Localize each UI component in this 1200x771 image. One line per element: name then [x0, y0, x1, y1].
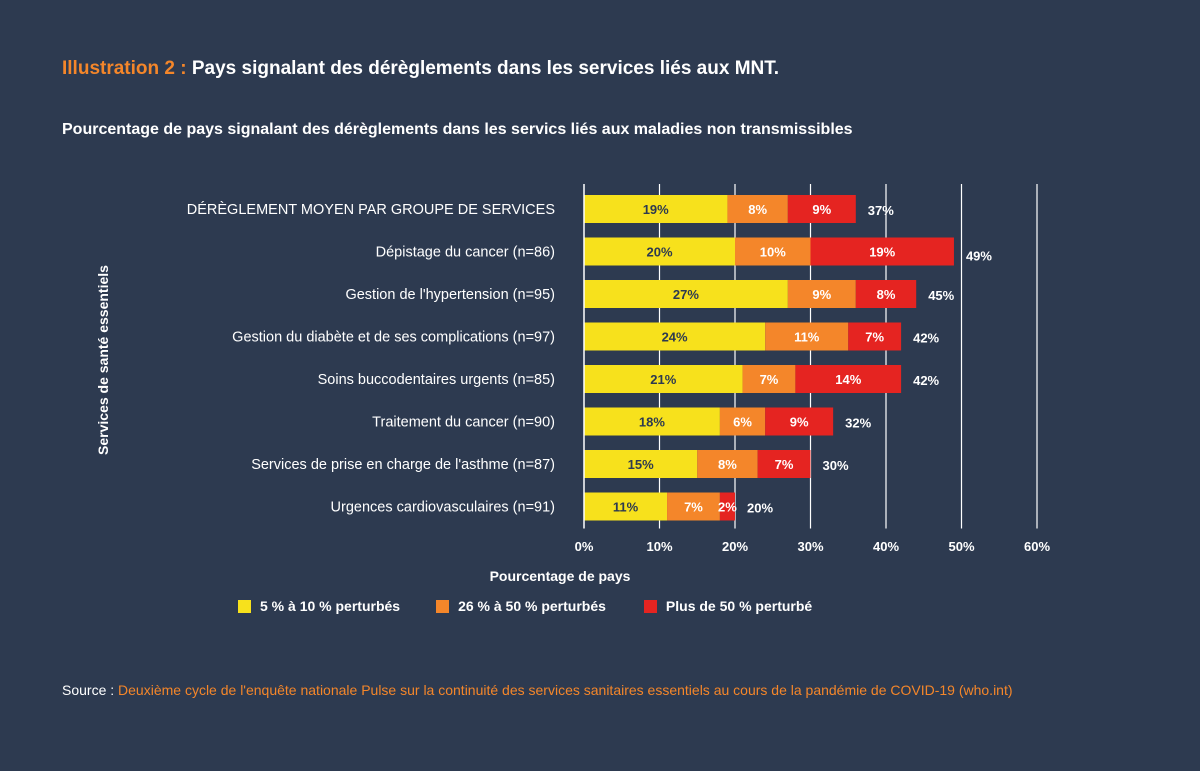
data-label: 27% — [673, 287, 699, 302]
legend-item-over-50: Plus de 50 % perturbé — [643, 598, 813, 614]
chart-title: Pourcentage de pays signalant des dérègl… — [62, 121, 853, 138]
bar-segment — [584, 407, 720, 436]
category-label: Traitement du cancer (n=90) — [372, 415, 555, 431]
legend-item-26-50: 26 % à 50 % perturbés — [436, 598, 606, 614]
chart-legend: 5 % à 10 % perturbés 26 % à 50 % perturb… — [238, 598, 848, 614]
data-label: 7% — [775, 457, 794, 472]
chart-heading: Illustration 2 : Pays signalant des dérè… — [62, 58, 779, 80]
data-label: 24% — [662, 330, 688, 345]
stacked-bar-chart: 19% 8% 9% 37% DÉRÈGLEMENT MOYEN PAR GROUPE D… — [95, 184, 1050, 584]
data-label: 15% — [628, 457, 654, 472]
data-label: 21% — [650, 372, 676, 387]
legend-label-26-50: 26 % à 50 % perturbés — [458, 598, 606, 614]
source-note: Source : Deuxième cycle de l'enquête nat… — [62, 678, 1102, 703]
legend-swatch-5-10 — [238, 599, 251, 613]
data-label: 19% — [643, 202, 669, 217]
data-label: 9% — [812, 202, 831, 217]
bar-segment — [584, 450, 698, 478]
legend-swatch-26-50 — [436, 599, 450, 613]
total-label: 42% — [913, 331, 939, 346]
x-tick-label: 40% — [873, 539, 899, 554]
total-label: 32% — [845, 416, 871, 431]
source-text: Deuxième cycle de l'enquête nationale Pu… — [118, 682, 1013, 698]
bar-segment — [795, 365, 902, 393]
data-label: 2% — [718, 500, 737, 515]
data-label: 6% — [733, 415, 752, 430]
legend-swatch-over-50 — [643, 599, 657, 613]
x-axis-title: Pourcentage de pays — [490, 568, 631, 584]
data-label: 11% — [613, 500, 639, 515]
data-label: 14% — [835, 372, 861, 387]
data-label: 8% — [748, 202, 767, 217]
legend-item-5-10: 5 % à 10 % perturbés — [238, 598, 400, 614]
x-tick-label: 50% — [948, 539, 974, 554]
total-label: 20% — [747, 501, 773, 516]
bar-segment — [787, 195, 856, 223]
category-label: Soins buccodentaires urgents (n=85) — [318, 372, 555, 388]
total-label: 45% — [928, 288, 954, 303]
bar-segment — [727, 195, 788, 223]
data-label: 7% — [684, 500, 703, 515]
total-label: 49% — [966, 249, 992, 264]
legend-label-5-10: 5 % à 10 % perturbés — [260, 598, 401, 614]
data-label: 9% — [790, 415, 809, 430]
bar-segment — [765, 322, 849, 351]
heading-text: Pays signalant des dérèglements dans les… — [191, 58, 780, 79]
category-label: Dépistage du cancer (n=86) — [376, 245, 555, 261]
bar-segment — [697, 450, 758, 478]
data-label: 9% — [812, 287, 831, 302]
data-label: 10% — [760, 245, 786, 260]
data-label: 20% — [646, 245, 672, 260]
bar-segment — [810, 237, 954, 266]
category-label: Services de prise en charge de l'asthme … — [251, 457, 555, 473]
x-tick-label: 20% — [722, 539, 748, 554]
x-tick-label: 60% — [1024, 539, 1050, 554]
bar-segment — [584, 492, 668, 521]
data-label: 8% — [718, 457, 737, 472]
x-tick-label: 10% — [646, 539, 672, 554]
bar-segment — [584, 365, 743, 393]
bar-segment — [667, 492, 720, 521]
legend-label-over-50: Plus de 50 % perturbé — [665, 598, 813, 614]
data-label: 18% — [639, 415, 665, 430]
source-label: Source : — [62, 682, 115, 698]
data-label: 19% — [869, 245, 895, 260]
bar-segment — [848, 322, 902, 351]
bar-segment — [765, 407, 834, 436]
heading-lead: Illustration 2 : — [62, 58, 187, 79]
data-label: 7% — [865, 330, 884, 345]
x-tick-label: 30% — [797, 539, 823, 554]
bar-segment — [855, 280, 917, 308]
category-label: Gestion de l'hypertension (n=95) — [345, 287, 555, 303]
x-tick-label: 0% — [575, 539, 594, 554]
bar-segment — [742, 365, 796, 393]
bar-segment — [735, 237, 811, 266]
data-label: 8% — [877, 287, 896, 302]
category-label: Urgences cardiovasculaires (n=91) — [331, 500, 555, 516]
y-axis-title: Services de santé essentiels — [95, 265, 111, 455]
bar-segment — [787, 280, 856, 308]
data-label: 11% — [794, 330, 820, 345]
category-label: DÉRÈGLEMENT MOYEN PAR GROUPE DE SERVICES — [187, 201, 555, 218]
bar-segment — [719, 492, 735, 521]
bar-segment — [584, 195, 728, 223]
data-label: 7% — [760, 372, 779, 387]
bar-segment — [584, 280, 788, 308]
total-label: 37% — [868, 203, 894, 218]
total-label: 30% — [823, 458, 849, 473]
bar-segment — [757, 450, 811, 478]
bar-segment — [584, 237, 735, 266]
bar-segment — [719, 407, 766, 436]
bar-segment — [584, 322, 766, 351]
total-label: 42% — [913, 373, 939, 388]
category-label: Gestion du diabète et de ses complicatio… — [232, 330, 555, 346]
